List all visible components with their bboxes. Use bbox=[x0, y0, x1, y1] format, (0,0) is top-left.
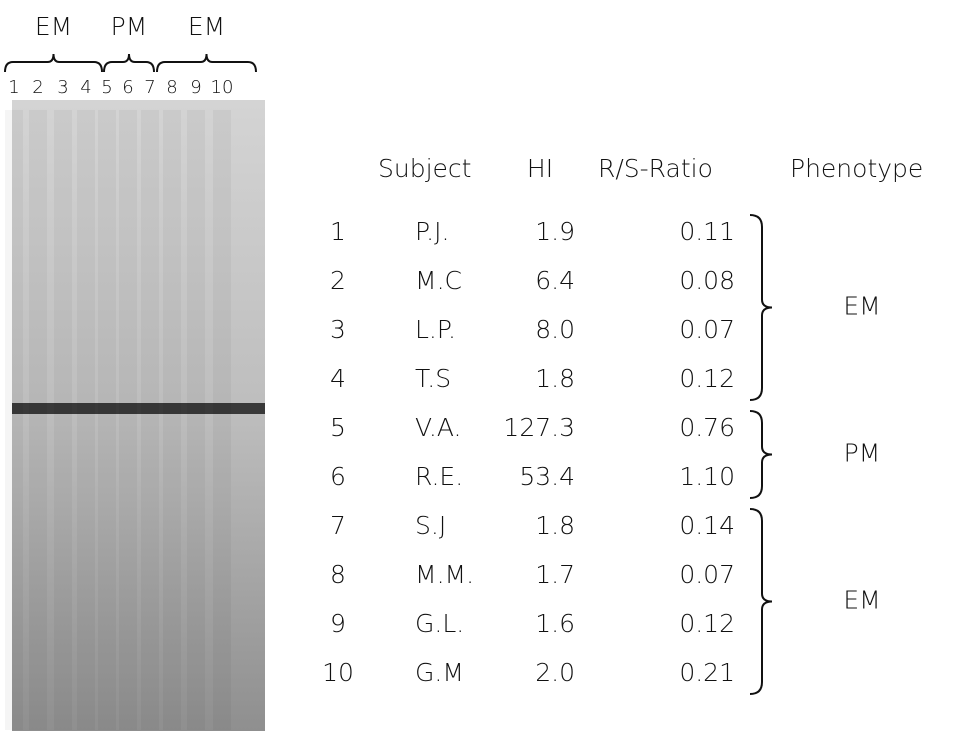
lane-number: 4 bbox=[80, 77, 91, 98]
lane-number: 5 bbox=[101, 77, 112, 98]
table-header: Subject bbox=[378, 154, 471, 183]
row-number: 10 bbox=[322, 658, 354, 687]
hi-value: 53.4 bbox=[519, 462, 575, 491]
ratio-value: 0.21 bbox=[679, 658, 735, 687]
subject: L.P. bbox=[415, 315, 456, 344]
hi-value: 1.9 bbox=[535, 217, 575, 246]
lane-number: 1 bbox=[8, 77, 19, 98]
table-header: HI bbox=[527, 154, 553, 183]
ratio-value: 0.07 bbox=[679, 315, 735, 344]
subject: G.M bbox=[415, 658, 464, 687]
subject: S.J bbox=[415, 511, 446, 540]
subject: V.A. bbox=[415, 413, 461, 442]
gel-brace bbox=[104, 54, 154, 72]
row-number: 8 bbox=[330, 560, 346, 589]
subject: P.J. bbox=[415, 217, 449, 246]
row-number: 5 bbox=[330, 413, 346, 442]
lane-number: 2 bbox=[32, 77, 43, 98]
hi-value: 1.7 bbox=[535, 560, 575, 589]
ratio-value: 0.12 bbox=[679, 364, 735, 393]
ratio-value: 0.08 bbox=[679, 266, 735, 295]
lane-shadow bbox=[5, 110, 23, 730]
subject: G.L. bbox=[415, 609, 464, 638]
subject: M.M. bbox=[415, 560, 474, 589]
row-number: 4 bbox=[330, 364, 346, 393]
ratio-value: 0.14 bbox=[679, 511, 735, 540]
figure: 12345678910EMPMEMSubjectHIR/S-RatioPheno… bbox=[0, 0, 960, 731]
lane-number: 10 bbox=[211, 77, 234, 98]
phenotype-label: EM bbox=[843, 292, 880, 321]
lane-shadow bbox=[77, 110, 95, 730]
lane-shadow bbox=[119, 110, 137, 730]
hi-value: 1.8 bbox=[535, 364, 575, 393]
lane-number: 8 bbox=[166, 77, 177, 98]
lane-shadow bbox=[187, 110, 205, 730]
ratio-value: 0.76 bbox=[679, 413, 735, 442]
lane-shadow bbox=[213, 110, 231, 730]
ratio-value: 0.11 bbox=[679, 217, 735, 246]
hi-value: 8.0 bbox=[535, 315, 575, 344]
lane-shadow bbox=[54, 110, 72, 730]
subject: M.C bbox=[415, 266, 462, 295]
ratio-value: 0.12 bbox=[679, 609, 735, 638]
lane-shadow bbox=[98, 110, 116, 730]
row-number: 1 bbox=[330, 217, 346, 246]
ratio-value: 1.10 bbox=[679, 462, 735, 491]
lane-number: 6 bbox=[122, 77, 133, 98]
hi-value: 127.3 bbox=[503, 413, 575, 442]
subject: R.E. bbox=[415, 462, 463, 491]
row-number: 9 bbox=[330, 609, 346, 638]
gel-group-label: EM bbox=[188, 12, 225, 41]
lane-number: 3 bbox=[57, 77, 68, 98]
hi-value: 1.8 bbox=[535, 511, 575, 540]
hi-value: 1.6 bbox=[535, 609, 575, 638]
phenotype-brace bbox=[750, 411, 772, 498]
phenotype-brace bbox=[750, 215, 772, 400]
gel-group-label: EM bbox=[35, 12, 72, 41]
lane-number: 9 bbox=[190, 77, 201, 98]
gel-brace bbox=[5, 54, 102, 72]
gel-group-label: PM bbox=[111, 12, 148, 41]
phenotype-label: PM bbox=[844, 439, 881, 468]
table-header: R/S-Ratio bbox=[598, 154, 713, 183]
lane-shadow bbox=[141, 110, 159, 730]
table-header: Phenotype bbox=[790, 154, 923, 183]
lane-number: 7 bbox=[144, 77, 155, 98]
row-number: 6 bbox=[330, 462, 346, 491]
hi-value: 2.0 bbox=[535, 658, 575, 687]
row-number: 2 bbox=[330, 266, 346, 295]
row-number: 7 bbox=[330, 511, 346, 540]
phenotype-brace bbox=[750, 509, 772, 694]
row-number: 3 bbox=[330, 315, 346, 344]
gel-brace bbox=[157, 54, 256, 72]
ratio-value: 0.07 bbox=[679, 560, 735, 589]
subject: T.S bbox=[415, 364, 451, 393]
lane-shadow bbox=[29, 110, 47, 730]
lane-shadow bbox=[163, 110, 181, 730]
phenotype-label: EM bbox=[843, 586, 880, 615]
hi-value: 6.4 bbox=[535, 266, 575, 295]
